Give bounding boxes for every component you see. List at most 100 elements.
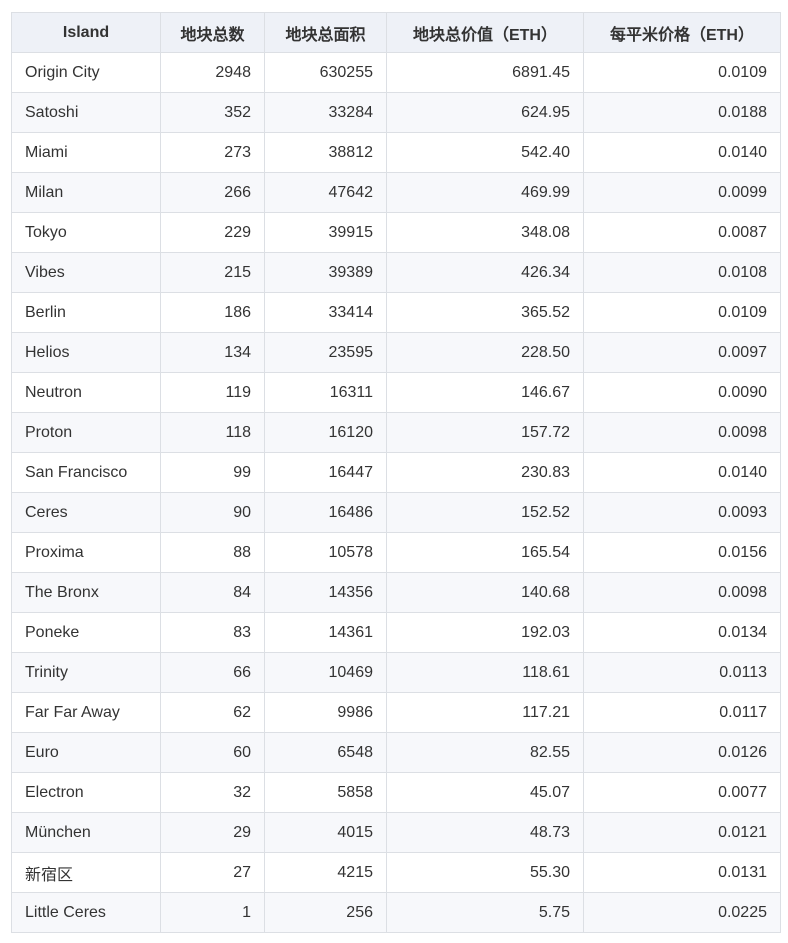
table-row: The Bronx 84 14356 140.68 0.0098 (11, 572, 781, 613)
cell-total-value: 230.83 (386, 452, 584, 493)
cell-price-per-sqm: 0.0087 (583, 212, 781, 253)
cell-island: Origin City (11, 52, 161, 93)
table-row: San Francisco 99 16447 230.83 0.0140 (11, 452, 781, 493)
cell-total-value: 365.52 (386, 292, 584, 333)
cell-island: Miami (11, 132, 161, 173)
column-header-island: Island (11, 12, 161, 53)
cell-island: San Francisco (11, 452, 161, 493)
cell-plot-count: 99 (160, 452, 265, 493)
cell-price-per-sqm: 0.0131 (583, 852, 781, 893)
table-row: Proton 118 16120 157.72 0.0098 (11, 412, 781, 453)
cell-total-value: 152.52 (386, 492, 584, 533)
cell-total-value: 48.73 (386, 812, 584, 853)
cell-price-per-sqm: 0.0225 (583, 892, 781, 933)
table-row: Tokyo 229 39915 348.08 0.0087 (11, 212, 781, 253)
cell-price-per-sqm: 0.0098 (583, 572, 781, 613)
cell-total-area: 10578 (264, 532, 387, 573)
cell-total-value: 82.55 (386, 732, 584, 773)
cell-total-area: 38812 (264, 132, 387, 173)
table-row: Proxima 88 10578 165.54 0.0156 (11, 532, 781, 573)
cell-plot-count: 229 (160, 212, 265, 253)
cell-total-area: 16447 (264, 452, 387, 493)
cell-price-per-sqm: 0.0156 (583, 532, 781, 573)
cell-island: Berlin (11, 292, 161, 333)
column-header-price-per-sqm: 每平米价格（ETH） (583, 12, 781, 53)
cell-island: Poneke (11, 612, 161, 653)
cell-price-per-sqm: 0.0108 (583, 252, 781, 293)
cell-island: Electron (11, 772, 161, 813)
cell-island: Tokyo (11, 212, 161, 253)
cell-total-area: 256 (264, 892, 387, 933)
cell-plot-count: 2948 (160, 52, 265, 93)
cell-plot-count: 84 (160, 572, 265, 613)
cell-price-per-sqm: 0.0121 (583, 812, 781, 853)
cell-island: Little Ceres (11, 892, 161, 933)
cell-total-area: 39915 (264, 212, 387, 253)
cell-plot-count: 88 (160, 532, 265, 573)
cell-total-value: 192.03 (386, 612, 584, 653)
table-row: Poneke 83 14361 192.03 0.0134 (11, 612, 781, 653)
cell-price-per-sqm: 0.0090 (583, 372, 781, 413)
cell-island: Ceres (11, 492, 161, 533)
cell-plot-count: 60 (160, 732, 265, 773)
table-row: München 29 4015 48.73 0.0121 (11, 812, 781, 853)
cell-total-value: 45.07 (386, 772, 584, 813)
cell-price-per-sqm: 0.0093 (583, 492, 781, 533)
cell-price-per-sqm: 0.0099 (583, 172, 781, 213)
cell-island: München (11, 812, 161, 853)
cell-total-value: 228.50 (386, 332, 584, 373)
cell-island: Neutron (11, 372, 161, 413)
cell-price-per-sqm: 0.0134 (583, 612, 781, 653)
cell-island: 新宿区 (11, 852, 161, 893)
cell-plot-count: 266 (160, 172, 265, 213)
island-land-table: Island 地块总数 地块总面积 地块总价值（ETH） 每平米价格（ETH） … (11, 12, 781, 933)
cell-total-area: 16486 (264, 492, 387, 533)
cell-island: Helios (11, 332, 161, 373)
cell-island: Proton (11, 412, 161, 453)
cell-total-value: 426.34 (386, 252, 584, 293)
cell-island: Satoshi (11, 92, 161, 133)
cell-total-value: 542.40 (386, 132, 584, 173)
cell-plot-count: 118 (160, 412, 265, 453)
cell-total-value: 6891.45 (386, 52, 584, 93)
cell-plot-count: 119 (160, 372, 265, 413)
cell-price-per-sqm: 0.0109 (583, 52, 781, 93)
cell-plot-count: 83 (160, 612, 265, 653)
cell-price-per-sqm: 0.0140 (583, 132, 781, 173)
column-header-plot-count: 地块总数 (160, 12, 265, 53)
table-header: Island 地块总数 地块总面积 地块总价值（ETH） 每平米价格（ETH） (11, 12, 781, 53)
cell-total-area: 4015 (264, 812, 387, 853)
cell-island: Milan (11, 172, 161, 213)
table-row: Milan 266 47642 469.99 0.0099 (11, 172, 781, 213)
cell-island: The Bronx (11, 572, 161, 613)
cell-total-value: 348.08 (386, 212, 584, 253)
cell-plot-count: 66 (160, 652, 265, 693)
cell-total-area: 4215 (264, 852, 387, 893)
cell-price-per-sqm: 0.0188 (583, 92, 781, 133)
cell-total-area: 9986 (264, 692, 387, 733)
table-row: Helios 134 23595 228.50 0.0097 (11, 332, 781, 373)
table-row: 新宿区 27 4215 55.30 0.0131 (11, 852, 781, 893)
table-row: Trinity 66 10469 118.61 0.0113 (11, 652, 781, 693)
column-header-total-area: 地块总面积 (264, 12, 387, 53)
cell-plot-count: 134 (160, 332, 265, 373)
cell-total-area: 16311 (264, 372, 387, 413)
table-row: Miami 273 38812 542.40 0.0140 (11, 132, 781, 173)
cell-price-per-sqm: 0.0097 (583, 332, 781, 373)
cell-plot-count: 273 (160, 132, 265, 173)
cell-plot-count: 27 (160, 852, 265, 893)
cell-total-value: 117.21 (386, 692, 584, 733)
cell-total-area: 14356 (264, 572, 387, 613)
cell-plot-count: 1 (160, 892, 265, 933)
cell-plot-count: 29 (160, 812, 265, 853)
table-row: Origin City 2948 630255 6891.45 0.0109 (11, 52, 781, 93)
cell-total-area: 47642 (264, 172, 387, 213)
table-row: Electron 32 5858 45.07 0.0077 (11, 772, 781, 813)
table-body: Origin City 2948 630255 6891.45 0.0109 Satosh… (11, 52, 781, 933)
cell-total-area: 10469 (264, 652, 387, 693)
cell-total-value: 118.61 (386, 652, 584, 693)
cell-total-area: 5858 (264, 772, 387, 813)
cell-total-value: 140.68 (386, 572, 584, 613)
cell-total-area: 14361 (264, 612, 387, 653)
table-row: Euro 60 6548 82.55 0.0126 (11, 732, 781, 773)
